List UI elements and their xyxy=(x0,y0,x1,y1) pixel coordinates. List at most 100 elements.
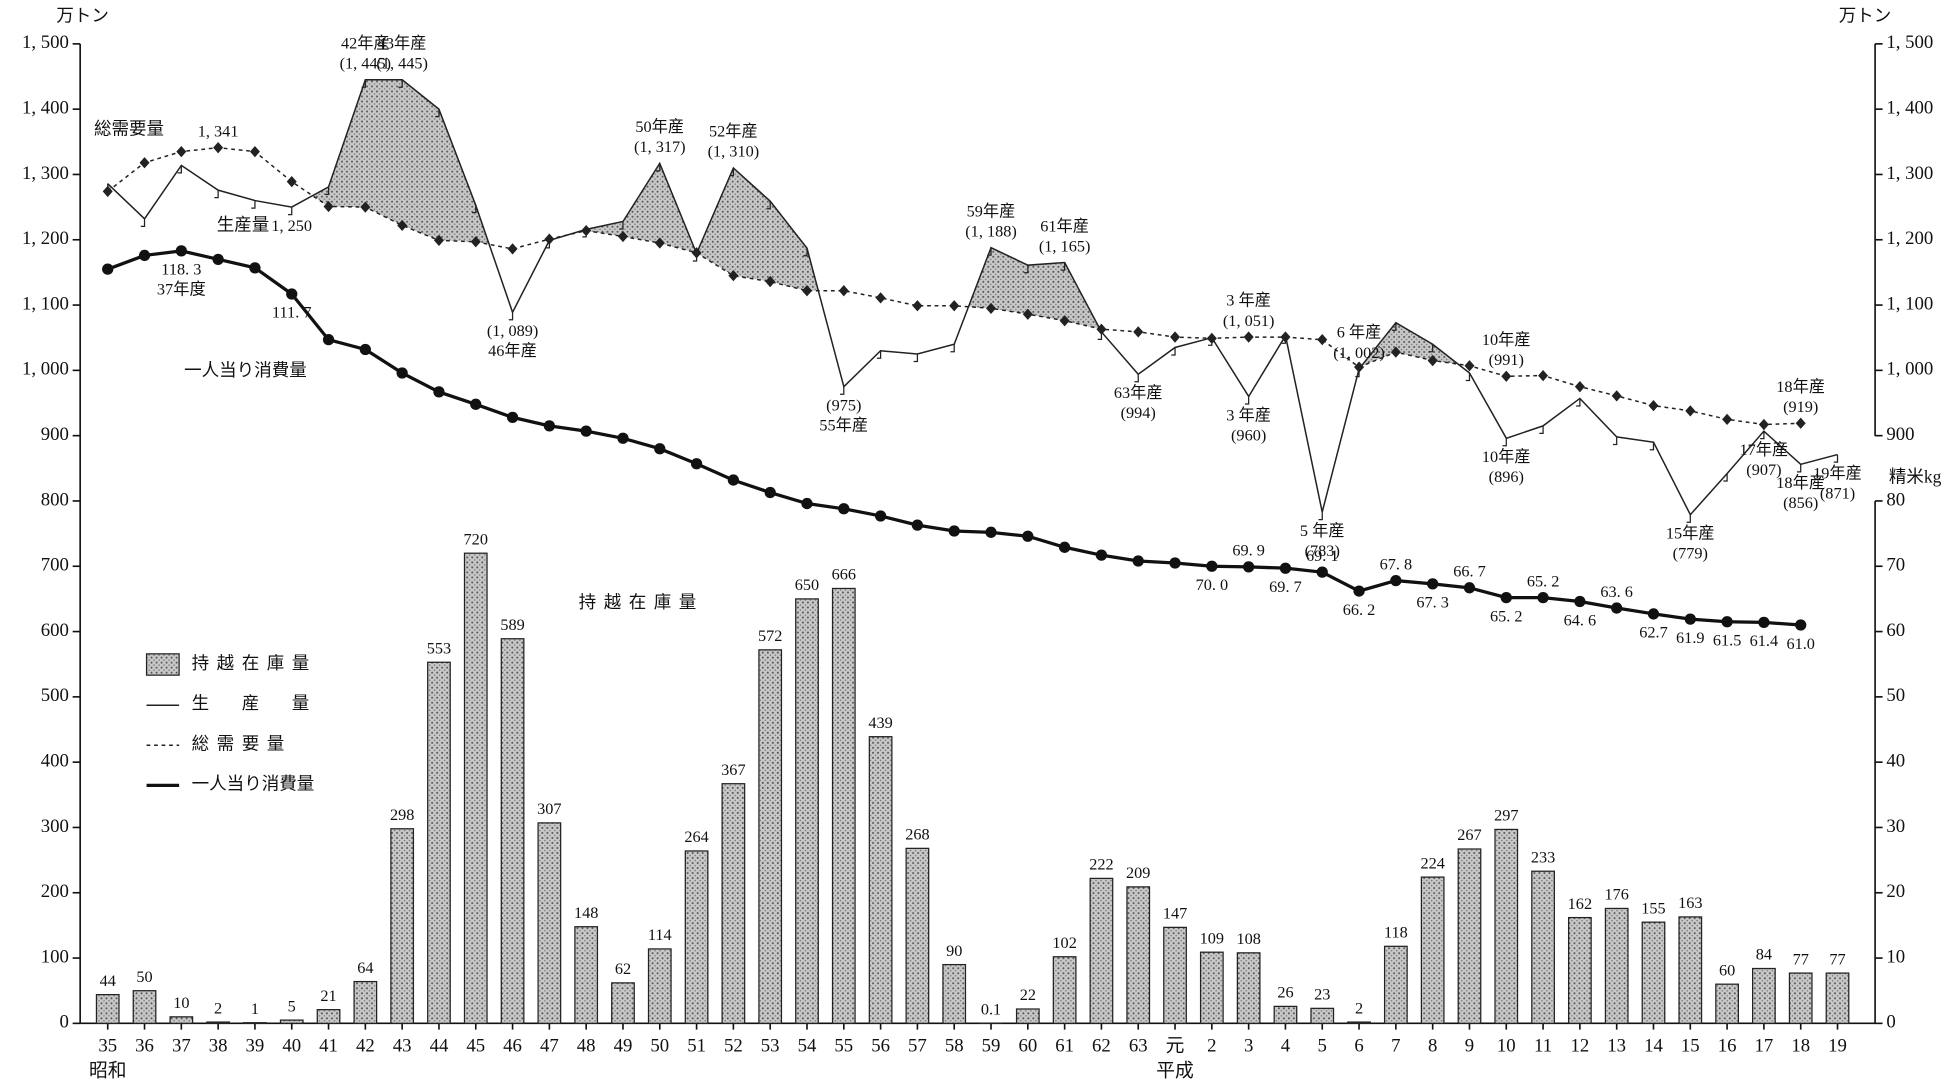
surplus-area xyxy=(438,109,476,242)
legend-label: 一人当り消費量 xyxy=(192,773,315,793)
x-tick-label: 42 xyxy=(356,1035,375,1056)
bar-label: 267 xyxy=(1457,825,1481,844)
point xyxy=(140,218,146,228)
data-label: 69. 7 xyxy=(1269,577,1302,596)
point xyxy=(840,386,845,395)
x-tick-label: 35 xyxy=(98,1035,117,1056)
point xyxy=(433,234,444,247)
point xyxy=(913,354,919,363)
point xyxy=(1353,585,1365,597)
y-tick-label: 1, 000 xyxy=(22,359,69,380)
data-label: 63. 6 xyxy=(1600,582,1633,601)
bar xyxy=(1052,956,1077,1024)
y-tick-label: 20 xyxy=(1886,881,1905,902)
point xyxy=(1464,360,1475,372)
x-tick-label: 38 xyxy=(209,1035,228,1056)
x-tick-label: 13 xyxy=(1607,1035,1626,1056)
point xyxy=(949,300,960,312)
series-label: 総需要量 xyxy=(94,118,164,138)
point xyxy=(766,201,771,210)
data-label: (1, 445) xyxy=(376,53,428,72)
y-tick-label: 60 xyxy=(1886,620,1905,641)
bar xyxy=(942,963,967,1024)
bar-label: 1 xyxy=(251,999,259,1018)
data-label: (919) xyxy=(1783,397,1818,416)
data-label: (1, 188) xyxy=(965,221,1017,240)
point xyxy=(581,224,592,237)
data-label: 67. 8 xyxy=(1380,554,1413,573)
y-tick-label: 1, 300 xyxy=(22,163,69,184)
bar-label: 0.1 xyxy=(981,1000,1001,1019)
bar-label: 50 xyxy=(136,967,152,986)
point xyxy=(1795,417,1806,429)
bar xyxy=(1420,876,1445,1024)
bar xyxy=(831,587,856,1024)
point xyxy=(580,425,592,437)
bar-label: 21 xyxy=(320,986,336,1005)
bar xyxy=(132,990,157,1024)
x-tick-label: 61 xyxy=(1055,1035,1074,1056)
y-tick-label: 1, 100 xyxy=(22,293,69,314)
point xyxy=(1132,555,1144,567)
data-label: (975) xyxy=(826,395,861,414)
point xyxy=(656,163,661,172)
point xyxy=(1243,561,1255,573)
point xyxy=(948,525,960,537)
bar xyxy=(611,982,635,1024)
bar xyxy=(1347,1021,1371,1024)
point xyxy=(286,288,298,300)
y-tick-label: 1, 200 xyxy=(1886,228,1933,249)
bar-label: 10 xyxy=(173,993,189,1012)
data-label: 46年産 xyxy=(488,341,537,360)
data-label: 69. 1 xyxy=(1306,546,1339,565)
point xyxy=(472,205,477,214)
bar xyxy=(1567,916,1592,1024)
x-tick-label: 36 xyxy=(135,1035,154,1056)
data-label: 50年産 xyxy=(635,117,684,136)
x-tick-label: 18 xyxy=(1791,1035,1810,1056)
bar xyxy=(758,649,783,1024)
data-label: 66. 2 xyxy=(1343,600,1376,619)
point xyxy=(1758,418,1769,431)
bar-label: 26 xyxy=(1277,983,1293,1002)
bar-label: 147 xyxy=(1163,904,1187,923)
x-tick-label: 14 xyxy=(1644,1035,1663,1056)
point xyxy=(1390,346,1401,358)
bar xyxy=(1825,972,1850,1024)
y-tick-label: 0 xyxy=(60,1012,69,1033)
point xyxy=(1722,413,1733,425)
bar xyxy=(537,822,562,1024)
bar xyxy=(868,736,893,1024)
point xyxy=(1465,372,1471,382)
point xyxy=(1647,608,1660,620)
surplus-area xyxy=(622,163,660,244)
point xyxy=(544,233,555,245)
y-tick-label: 1, 500 xyxy=(1886,32,1933,53)
point xyxy=(690,458,703,470)
point xyxy=(359,343,371,356)
bar-label: 439 xyxy=(868,713,892,732)
point xyxy=(1795,619,1807,631)
data-label: 65. 2 xyxy=(1527,571,1560,590)
x-tick-label: 3 xyxy=(1244,1035,1253,1056)
y-tick-label: 10 xyxy=(1886,946,1905,967)
bar xyxy=(353,980,378,1024)
point xyxy=(508,312,514,321)
point xyxy=(213,142,224,154)
bar xyxy=(1310,1007,1335,1024)
point xyxy=(249,145,260,158)
bar xyxy=(243,1022,267,1024)
y-tick-label: 500 xyxy=(41,685,69,706)
surplus-area xyxy=(365,79,403,226)
x-tick-label: 15 xyxy=(1681,1035,1700,1056)
point xyxy=(1686,514,1691,523)
x-tick-label: 58 xyxy=(945,1035,964,1056)
point xyxy=(1317,334,1328,346)
x-tick-label: 11 xyxy=(1534,1035,1552,1056)
bar xyxy=(1383,945,1408,1024)
point xyxy=(617,230,628,243)
point xyxy=(102,263,114,275)
y-tick-label: 400 xyxy=(41,750,69,771)
data-label: (991) xyxy=(1489,350,1524,369)
point xyxy=(396,367,408,379)
